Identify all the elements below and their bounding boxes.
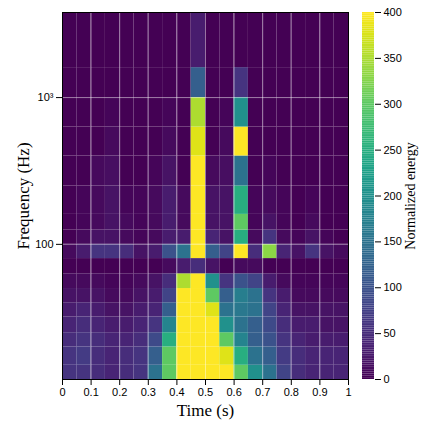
svg-text:0.5: 0.5	[198, 386, 213, 398]
svg-text:200: 200	[384, 190, 402, 202]
svg-text:350: 350	[384, 52, 402, 64]
svg-text:0: 0	[384, 373, 390, 385]
svg-text:0.6: 0.6	[226, 386, 241, 398]
svg-text:50: 50	[384, 327, 396, 339]
svg-text:0: 0	[59, 386, 65, 398]
svg-text:100: 100	[35, 238, 53, 250]
svg-text:0.7: 0.7	[255, 386, 270, 398]
svg-text:0.1: 0.1	[83, 386, 98, 398]
svg-text:150: 150	[384, 235, 402, 247]
svg-text:0.8: 0.8	[284, 386, 299, 398]
svg-text:300: 300	[384, 98, 402, 110]
svg-text:0.2: 0.2	[112, 386, 127, 398]
svg-text:1: 1	[345, 386, 351, 398]
svg-text:100: 100	[384, 281, 402, 293]
svg-text:400: 400	[384, 6, 402, 18]
svg-text:0.4: 0.4	[169, 386, 184, 398]
svg-text:250: 250	[384, 144, 402, 156]
svg-text:Time (s): Time (s)	[177, 401, 234, 420]
svg-text:10³: 10³	[38, 91, 54, 103]
svg-text:0.3: 0.3	[141, 386, 156, 398]
svg-text:Frequency (Hz): Frequency (Hz)	[14, 142, 33, 249]
svg-text:Normalized energy: Normalized energy	[403, 142, 418, 249]
svg-text:0.9: 0.9	[312, 386, 327, 398]
